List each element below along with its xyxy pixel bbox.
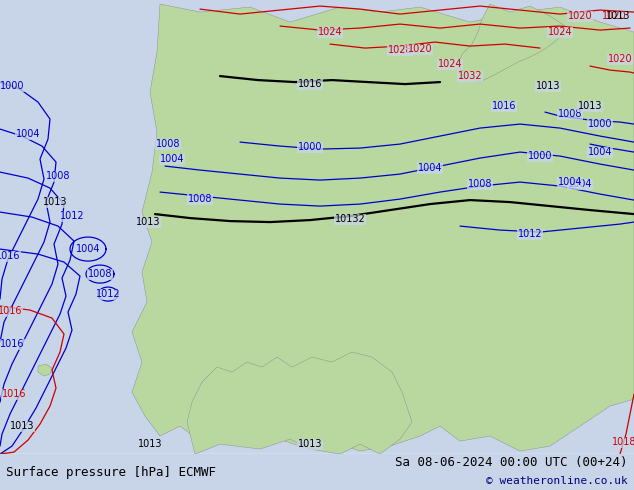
Text: 10132: 10132 (335, 214, 365, 224)
Text: 1004: 1004 (16, 129, 40, 139)
Text: Surface pressure [hPa] ECMWF: Surface pressure [hPa] ECMWF (6, 466, 216, 479)
Text: 1028: 1028 (387, 45, 412, 55)
Text: 1016: 1016 (492, 101, 516, 111)
Text: 1013: 1013 (605, 11, 630, 21)
Text: 1016: 1016 (2, 389, 26, 399)
Text: 1013: 1013 (10, 421, 34, 431)
Text: 1020: 1020 (607, 54, 632, 64)
Text: 1004: 1004 (568, 179, 592, 189)
Text: 1008: 1008 (188, 194, 212, 204)
Text: 1000: 1000 (588, 119, 612, 129)
Text: 1008: 1008 (46, 171, 70, 181)
Text: 1018: 1018 (612, 437, 634, 447)
Text: 1008: 1008 (468, 179, 492, 189)
Text: 1024: 1024 (548, 27, 573, 37)
Text: 1008: 1008 (156, 139, 180, 149)
Polygon shape (38, 364, 52, 376)
Text: 1012: 1012 (96, 289, 120, 299)
Text: 1016: 1016 (0, 251, 20, 261)
Text: 1004: 1004 (75, 244, 100, 254)
Text: 1000: 1000 (298, 142, 322, 152)
Text: 1004: 1004 (558, 177, 582, 187)
Text: 1008: 1008 (87, 269, 112, 279)
Text: 1020: 1020 (602, 11, 626, 21)
Text: 1013: 1013 (298, 439, 322, 449)
Polygon shape (132, 4, 634, 451)
Text: 1013: 1013 (42, 197, 67, 207)
Text: 1016: 1016 (0, 339, 24, 349)
Text: 1013: 1013 (536, 81, 560, 91)
Text: 1016: 1016 (298, 79, 322, 89)
Text: 1013: 1013 (138, 439, 162, 449)
Text: 1012: 1012 (518, 229, 542, 239)
Text: 1016: 1016 (0, 306, 22, 316)
Text: 1008: 1008 (558, 109, 582, 119)
Text: 1004: 1004 (588, 147, 612, 157)
Text: 1000: 1000 (527, 151, 552, 161)
Polygon shape (187, 352, 412, 454)
Text: Sa 08-06-2024 00:00 UTC (00+24): Sa 08-06-2024 00:00 UTC (00+24) (395, 456, 628, 469)
Text: © weatheronline.co.uk: © weatheronline.co.uk (486, 476, 628, 486)
Text: 1000: 1000 (0, 81, 24, 91)
Text: 1024: 1024 (318, 27, 342, 37)
Polygon shape (458, 4, 565, 82)
Text: 1004: 1004 (418, 163, 443, 173)
Text: 1020: 1020 (567, 11, 592, 21)
Text: 1020: 1020 (408, 44, 432, 54)
Text: 1032: 1032 (458, 71, 482, 81)
Text: 1013: 1013 (578, 101, 602, 111)
Text: 1013: 1013 (136, 217, 160, 227)
Text: 1012: 1012 (60, 211, 84, 221)
Text: 1004: 1004 (160, 154, 184, 164)
Text: 1024: 1024 (437, 59, 462, 69)
